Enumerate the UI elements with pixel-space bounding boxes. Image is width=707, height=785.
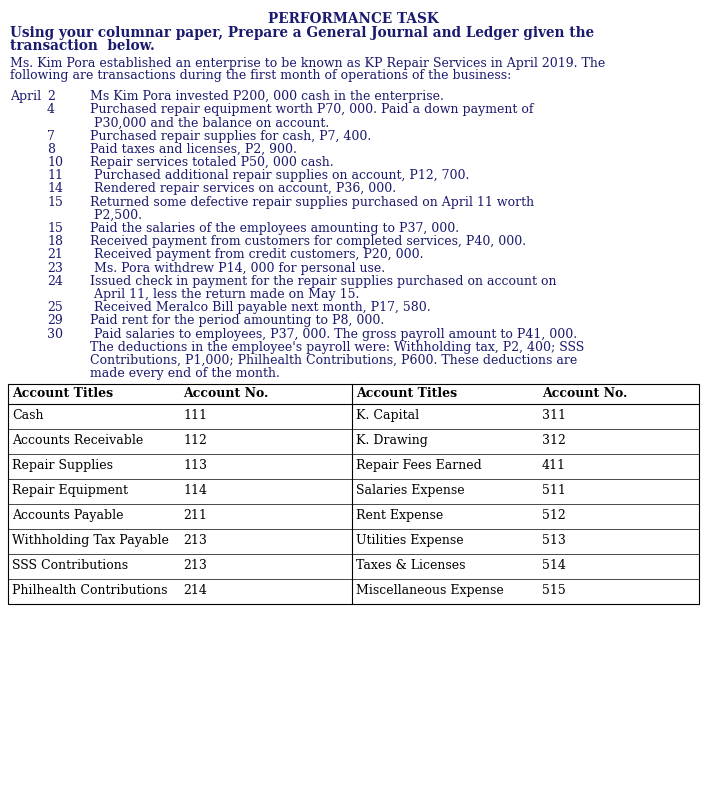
Text: 24: 24 xyxy=(47,275,63,288)
Text: 211: 211 xyxy=(183,509,207,522)
Text: Cash: Cash xyxy=(12,410,44,422)
Text: 312: 312 xyxy=(542,434,566,447)
Text: Account No.: Account No. xyxy=(542,388,627,400)
Text: 114: 114 xyxy=(183,484,207,498)
Text: 214: 214 xyxy=(183,584,207,597)
Text: Purchased additional repair supplies on account, P12, 700.: Purchased additional repair supplies on … xyxy=(90,170,469,182)
Text: 514: 514 xyxy=(542,560,566,572)
Text: Rendered repair services on account, P36, 000.: Rendered repair services on account, P36… xyxy=(90,182,396,195)
Text: Utilities Expense: Utilities Expense xyxy=(356,535,464,547)
Text: 411: 411 xyxy=(542,459,566,473)
Text: Account Titles: Account Titles xyxy=(12,388,113,400)
Text: 7: 7 xyxy=(47,130,55,143)
Text: 311: 311 xyxy=(542,410,566,422)
Text: Repair Fees Earned: Repair Fees Earned xyxy=(356,459,481,473)
Text: 213: 213 xyxy=(183,560,207,572)
Text: following are transactions during the first month of operations of the business:: following are transactions during the fi… xyxy=(10,69,511,82)
Text: 8: 8 xyxy=(47,143,55,155)
Text: 112: 112 xyxy=(183,434,207,447)
Text: 18: 18 xyxy=(47,236,63,248)
Text: made every end of the month.: made every end of the month. xyxy=(90,367,280,380)
Text: SSS Contributions: SSS Contributions xyxy=(12,560,128,572)
Text: 30: 30 xyxy=(47,327,63,341)
Text: Received payment from customers for completed services, P40, 000.: Received payment from customers for comp… xyxy=(90,236,526,248)
Text: April: April xyxy=(10,90,41,103)
Text: 513: 513 xyxy=(542,535,566,547)
Text: Taxes & Licenses: Taxes & Licenses xyxy=(356,560,465,572)
Text: 14: 14 xyxy=(47,182,63,195)
Text: 111: 111 xyxy=(183,410,207,422)
Text: Ms. Kim Pora established an enterprise to be known as KP Repair Services in Apri: Ms. Kim Pora established an enterprise t… xyxy=(10,57,605,70)
Text: April 11, less the return made on May 15.: April 11, less the return made on May 15… xyxy=(90,288,359,301)
Text: P2,500.: P2,500. xyxy=(90,209,142,222)
Text: Account No.: Account No. xyxy=(183,388,269,400)
Text: Salaries Expense: Salaries Expense xyxy=(356,484,464,498)
Text: Received Meralco Bill payable next month, P17, 580.: Received Meralco Bill payable next month… xyxy=(90,301,431,314)
Text: Paid the salaries of the employees amounting to P37, 000.: Paid the salaries of the employees amoun… xyxy=(90,222,459,235)
Text: 23: 23 xyxy=(47,261,63,275)
Text: 4: 4 xyxy=(47,103,55,116)
Text: The deductions in the employee's payroll were: Withholding tax, P2, 400; SSS: The deductions in the employee's payroll… xyxy=(90,341,584,354)
Text: Withholding Tax Payable: Withholding Tax Payable xyxy=(12,535,169,547)
Text: 15: 15 xyxy=(47,195,63,209)
Text: 11: 11 xyxy=(47,170,63,182)
Text: 29: 29 xyxy=(47,315,63,327)
Text: Account Titles: Account Titles xyxy=(356,388,457,400)
Text: 25: 25 xyxy=(47,301,63,314)
Text: Using your columnar paper, Prepare a General Journal and Ledger given the: Using your columnar paper, Prepare a Gen… xyxy=(10,26,594,40)
Text: Contributions, P1,000; Philhealth Contributions, P600. These deductions are: Contributions, P1,000; Philhealth Contri… xyxy=(90,354,577,367)
Text: Purchased repair equipment worth P70, 000. Paid a down payment of: Purchased repair equipment worth P70, 00… xyxy=(90,103,534,116)
Text: Repair Supplies: Repair Supplies xyxy=(12,459,113,473)
Text: Accounts Payable: Accounts Payable xyxy=(12,509,124,522)
Text: 15: 15 xyxy=(47,222,63,235)
Text: transaction  below.: transaction below. xyxy=(10,39,155,53)
Text: 213: 213 xyxy=(183,535,207,547)
Text: Returned some defective repair supplies purchased on April 11 worth: Returned some defective repair supplies … xyxy=(90,195,534,209)
Text: Accounts Receivable: Accounts Receivable xyxy=(12,434,144,447)
Text: Received payment from credit customers, P20, 000.: Received payment from credit customers, … xyxy=(90,248,423,261)
Text: 512: 512 xyxy=(542,509,566,522)
Text: Paid salaries to employees, P37, 000. The gross payroll amount to P41, 000.: Paid salaries to employees, P37, 000. Th… xyxy=(90,327,577,341)
Text: Issued check in payment for the repair supplies purchased on account on: Issued check in payment for the repair s… xyxy=(90,275,556,288)
Text: Philhealth Contributions: Philhealth Contributions xyxy=(12,584,168,597)
Text: K. Capital: K. Capital xyxy=(356,410,419,422)
Text: Rent Expense: Rent Expense xyxy=(356,509,443,522)
Text: Purchased repair supplies for cash, P7, 400.: Purchased repair supplies for cash, P7, … xyxy=(90,130,371,143)
Text: Paid taxes and licenses, P2, 900.: Paid taxes and licenses, P2, 900. xyxy=(90,143,297,155)
Text: 2: 2 xyxy=(47,90,55,103)
Text: PERFORMANCE TASK: PERFORMANCE TASK xyxy=(268,12,439,26)
Text: 511: 511 xyxy=(542,484,566,498)
Text: 113: 113 xyxy=(183,459,207,473)
Text: P30,000 and the balance on account.: P30,000 and the balance on account. xyxy=(90,116,329,130)
Text: Repair services totaled P50, 000 cash.: Repair services totaled P50, 000 cash. xyxy=(90,156,334,169)
Text: Ms Kim Pora invested P200, 000 cash in the enterprise.: Ms Kim Pora invested P200, 000 cash in t… xyxy=(90,90,444,103)
Text: Repair Equipment: Repair Equipment xyxy=(12,484,128,498)
Text: Ms. Pora withdrew P14, 000 for personal use.: Ms. Pora withdrew P14, 000 for personal … xyxy=(90,261,385,275)
Bar xyxy=(8,385,699,604)
Text: 10: 10 xyxy=(47,156,63,169)
Text: 515: 515 xyxy=(542,584,566,597)
Text: K. Drawing: K. Drawing xyxy=(356,434,428,447)
Text: Miscellaneous Expense: Miscellaneous Expense xyxy=(356,584,504,597)
Text: 21: 21 xyxy=(47,248,63,261)
Text: Paid rent for the period amounting to P8, 000.: Paid rent for the period amounting to P8… xyxy=(90,315,384,327)
